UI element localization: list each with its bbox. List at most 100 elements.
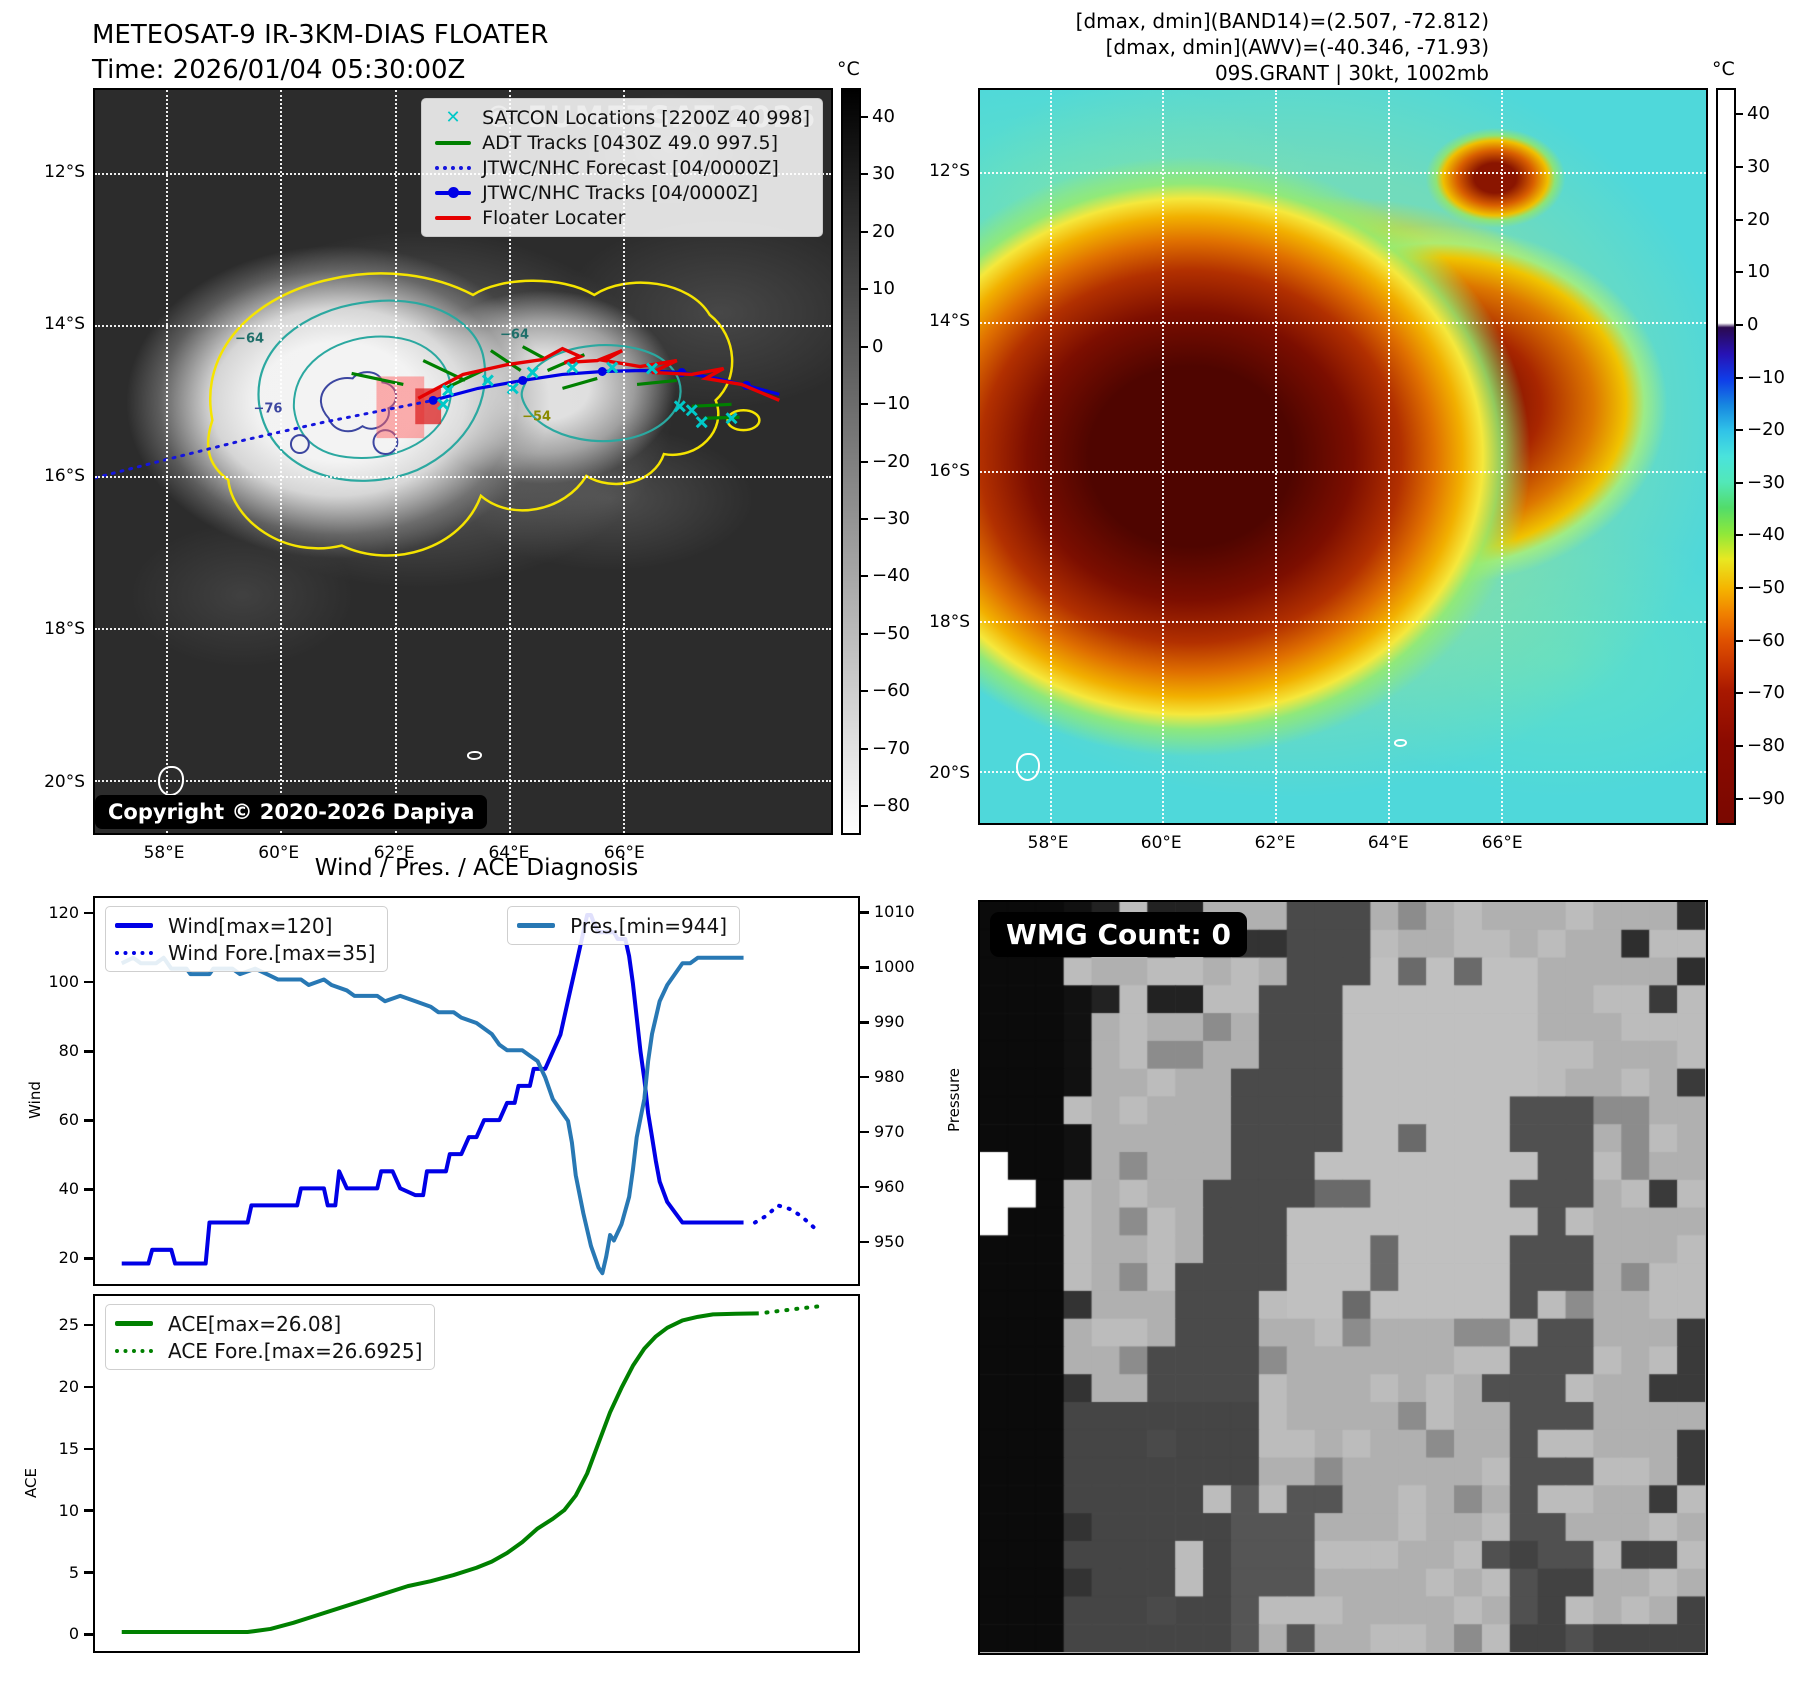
satcon-x-icon: ✕ <box>445 106 461 128</box>
latitude-gridline <box>980 471 1706 474</box>
charts-title: Wind / Pres. / ACE Diagnosis <box>314 855 639 881</box>
series <box>121 1311 759 1635</box>
wind-axis-tickmark <box>84 1050 93 1053</box>
map-x-tick: 62°E <box>373 843 415 863</box>
map-x-tick: 58°E <box>143 843 185 863</box>
ace-axis-tick: 0 <box>68 1624 79 1644</box>
awv-enhanced-map <box>978 88 1708 825</box>
map-y-tick: 20°S <box>929 762 970 783</box>
colorbar-tick: 20 <box>872 220 895 242</box>
line-icon <box>435 215 472 220</box>
colorbar-tick: −30 <box>872 507 910 529</box>
ace-chart: ACE[max=26.08] ACE Fore.[max=26.6925] <box>93 1294 860 1653</box>
colorbar-tickmark <box>861 288 868 291</box>
line-icon <box>115 1321 153 1326</box>
colorbar-tick: 0 <box>872 335 884 357</box>
wmg-count-badge: WMG Count: 0 <box>990 912 1247 957</box>
colorbar-tickmark <box>861 517 868 520</box>
colorbar-tickmark <box>861 690 868 693</box>
legend-item: ADT Tracks [0430Z 49.0 997.5] <box>432 130 810 155</box>
dotted-line-icon <box>435 165 472 170</box>
contour-label: −54 <box>522 409 552 425</box>
wind-pressure-chart: Wind[max=120] Wind Fore.[max=35] Pres.[mi… <box>93 896 860 1286</box>
legend-marker <box>115 1321 159 1326</box>
line-dot-icon <box>435 187 472 198</box>
map-x-tick: 64°E <box>1367 833 1409 853</box>
ace-axis-tick: 15 <box>58 1438 79 1458</box>
colorbar-tickmark <box>1736 534 1743 537</box>
legend-item: ACE Fore.[max=26.6925] <box>115 1337 422 1364</box>
ace-axis-tickmark <box>84 1323 93 1327</box>
map-y-tick: 18°S <box>44 618 85 639</box>
ir-colorbar <box>841 88 861 835</box>
wmg-panel: WMG Count: 0 <box>978 900 1708 1655</box>
celsius-unit-label: °C <box>1712 58 1735 80</box>
jtwc-forecast-track <box>95 398 435 480</box>
legend-item-label: Wind Fore.[max=35] <box>168 940 376 965</box>
island-outline-mauritius-awv <box>1016 753 1041 782</box>
contour-label: −64 <box>500 327 530 343</box>
colorbar-tickmark <box>861 632 868 635</box>
legend-item: ✕ SATCON Locations [2200Z 40 998] <box>432 105 810 130</box>
legend-item-label: ACE[max=26.08] <box>168 1311 342 1336</box>
line-icon <box>435 140 472 145</box>
contour-navy-small2 <box>289 434 310 455</box>
ir-map-legend: ✕ SATCON Locations [2200Z 40 998] ADT Trac… <box>421 98 823 237</box>
colorbar-tick: −80 <box>1747 735 1785 757</box>
colorbar-tickmark <box>1736 481 1743 484</box>
pressure-axis-tick: 1010 <box>874 902 915 922</box>
awv-colorbar <box>1716 88 1736 825</box>
map-y-tick: 12°S <box>44 161 85 182</box>
colorbar-tick: 20 <box>1747 208 1770 230</box>
longitude-gridline <box>508 90 511 833</box>
series <box>120 955 744 1276</box>
colorbar-tickmark <box>861 805 868 808</box>
dotted-line-icon <box>115 1348 153 1353</box>
pressure-legend: Pres.[min=944] <box>507 906 740 945</box>
map-x-tick: 64°E <box>488 843 530 863</box>
legend-item: Wind Fore.[max=35] <box>115 939 375 966</box>
longitude-gridline <box>1162 90 1165 823</box>
longitude-gridline <box>1049 90 1052 823</box>
legend-item-label: JTWC/NHC Forecast [04/0000Z] <box>482 156 779 179</box>
colorbar-tick: −50 <box>872 622 910 644</box>
latitude-gridline <box>95 476 831 479</box>
map-y-tick: 12°S <box>929 160 970 181</box>
colorbar-tickmark <box>1736 587 1743 590</box>
colorbar-tickmark <box>861 230 868 233</box>
wmg-image <box>980 902 1705 1652</box>
wind-axis-tick: 80 <box>58 1041 79 1061</box>
legend-item: ACE[max=26.08] <box>115 1310 422 1337</box>
ace-axis-tick: 25 <box>58 1314 79 1334</box>
colorbar-tick: −20 <box>872 450 910 472</box>
colorbar-tick: −60 <box>1747 629 1785 651</box>
ace-axis-tickmark <box>84 1571 93 1574</box>
ace-axis-tickmark <box>84 1385 93 1389</box>
line-icon <box>115 923 153 928</box>
longitude-gridline <box>1388 90 1390 823</box>
legend-item: JTWC/NHC Tracks [04/0000Z] <box>432 180 810 205</box>
x-legend-marker: ✕ <box>432 106 474 128</box>
contour-label: −64 <box>235 331 265 347</box>
colorbar-tickmark <box>1736 218 1743 221</box>
pressure-axis-tickmark <box>860 911 869 914</box>
pressure-axis-tick: 970 <box>874 1122 905 1142</box>
wind-axis-tickmark <box>84 1257 93 1260</box>
ace-axis-tick: 20 <box>58 1376 79 1396</box>
legend-item-label: ACE Fore.[max=26.6925] <box>168 1338 423 1363</box>
ir-map-overlay <box>95 272 780 557</box>
island-outline-small <box>466 751 482 761</box>
map-x-tick: 60°E <box>1140 833 1182 853</box>
map-x-tick: 60°E <box>258 843 300 863</box>
wind-axis-tick: 60 <box>58 1110 79 1130</box>
wind-axis-tickmark <box>84 1119 93 1122</box>
meteosat-time: Time: 2026/01/04 05:30:00Z <box>92 55 466 85</box>
legend-item-label: ADT Tracks [0430Z 49.0 997.5] <box>482 131 778 154</box>
map-x-tick: 62°E <box>1254 833 1296 853</box>
legend-item: Floater Locater <box>432 205 810 230</box>
colorbar-tick: −30 <box>1747 471 1785 493</box>
pressure-axis-tick: 990 <box>874 1012 905 1032</box>
wind-axis-tickmark <box>84 912 93 915</box>
ace-axis-tickmark <box>84 1447 93 1450</box>
